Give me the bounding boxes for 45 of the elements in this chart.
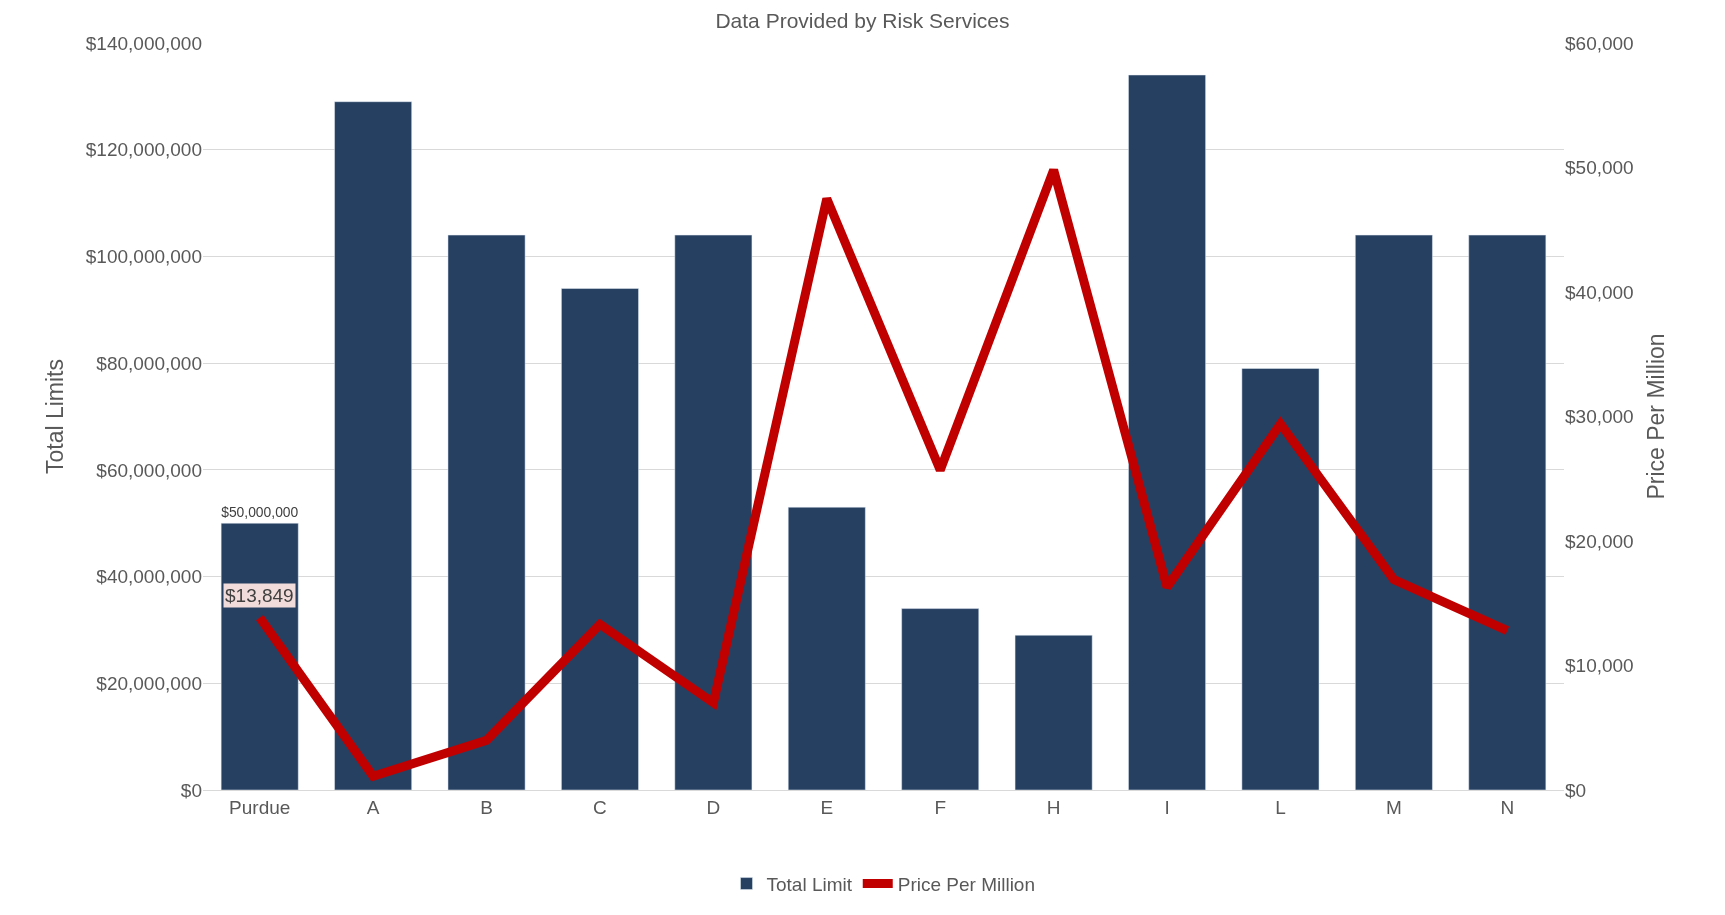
x-tick-label: A: [366, 796, 380, 818]
y-tick-label: $60,000,000: [96, 459, 202, 481]
bar: [447, 234, 526, 790]
y2-tick-label: $50,000: [1565, 157, 1634, 179]
y-axis-title: Total Limits: [42, 358, 69, 475]
y2-tick-label: $40,000: [1565, 281, 1634, 303]
y2-axis-title: Price Per Million: [1643, 333, 1670, 500]
y2-tick-label: $30,000: [1565, 406, 1634, 428]
bar: [1241, 368, 1320, 790]
y-tick-label: $40,000,000: [96, 566, 202, 588]
x-tick-label: L: [1275, 796, 1286, 818]
bar: [334, 101, 412, 790]
bar: [561, 288, 639, 790]
bar: [1128, 74, 1206, 790]
data-label: $50,000,000: [221, 504, 299, 521]
y2-tick-label: $0: [1565, 779, 1587, 801]
x-tick-label: D: [706, 796, 721, 818]
x-tick-label: F: [934, 796, 947, 818]
bar: [674, 234, 753, 790]
bar: [787, 506, 866, 790]
x-tick-label: M: [1385, 796, 1402, 818]
legend-label: Price Per Million: [897, 873, 1036, 895]
x-tick-label: B: [480, 796, 493, 818]
x-tick-label: Purdue: [229, 796, 291, 818]
y-tick-label: $140,000,000: [85, 32, 202, 54]
y2-tick-label: $20,000: [1565, 530, 1634, 552]
legend-label: Total Limit: [766, 873, 853, 895]
y-tick-label: $120,000,000: [85, 139, 202, 161]
x-tick-label: I: [1164, 796, 1170, 818]
bar: [1014, 635, 1093, 790]
y-tick-label: $0: [180, 779, 202, 801]
bar: [901, 608, 980, 790]
chart-title: Data Provided by Risk Services: [715, 9, 1010, 33]
y-tick-label: $20,000,000: [96, 672, 202, 694]
x-tick-label: C: [593, 796, 607, 818]
x-tick-label: E: [820, 796, 834, 818]
x-tick-label: H: [1046, 796, 1061, 818]
y2-tick-label: $60,000: [1565, 32, 1634, 54]
y-tick-label: $80,000,000: [96, 352, 202, 374]
y-tick-label: $100,000,000: [85, 246, 202, 268]
bar: [1355, 234, 1433, 790]
data-label: $13,849: [225, 585, 294, 606]
x-tick-label: N: [1500, 796, 1515, 818]
y2-tick-label: $10,000: [1565, 655, 1634, 677]
bar: [1468, 234, 1547, 790]
